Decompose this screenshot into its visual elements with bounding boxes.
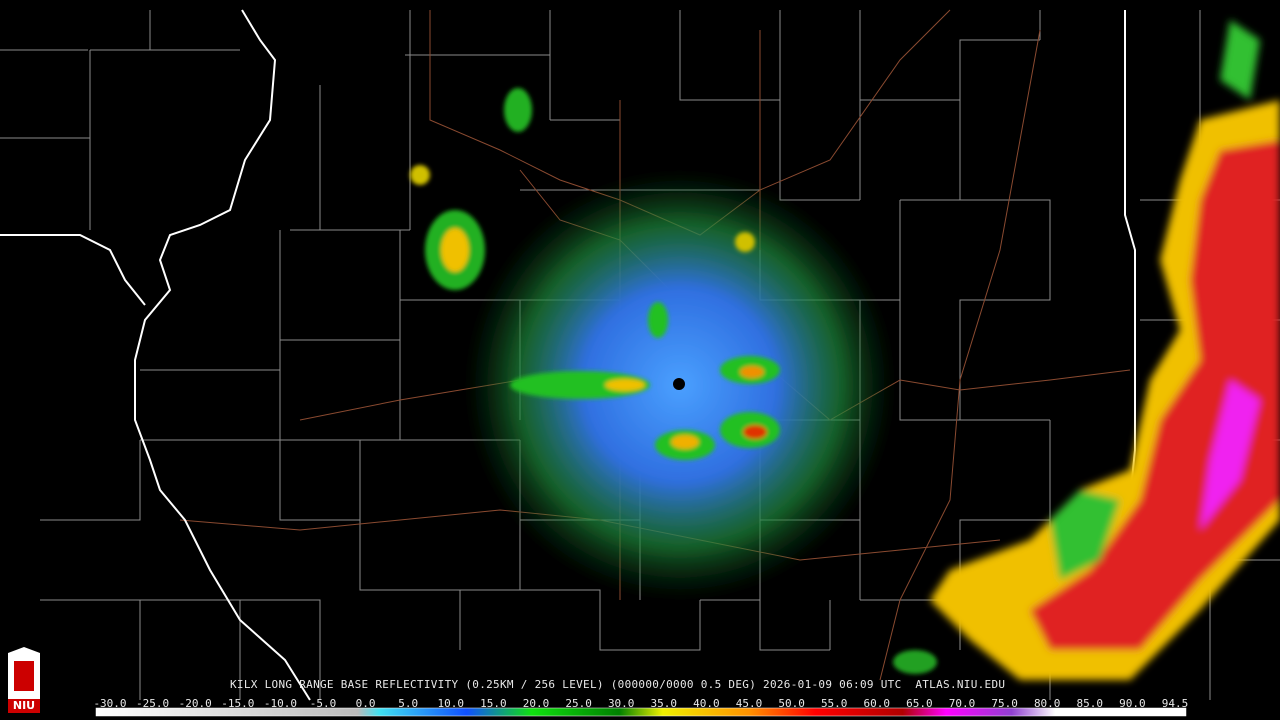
scale-label: 80.0 [1033, 697, 1061, 710]
scale-label: 90.0 [1119, 697, 1146, 710]
niu-logo: NIU [4, 647, 44, 713]
scale-label: 15.0 [480, 697, 507, 710]
scale-label: -25.0 [136, 697, 170, 710]
color-scale [95, 707, 1187, 717]
scale-label: 65.0 [906, 697, 933, 710]
radar-echoes [410, 20, 1280, 680]
scale-label: 40.0 [693, 697, 720, 710]
scale-label: 20.0 [522, 697, 550, 710]
scale-labels: -30.0 -25.0 -20.0 -15.0 -10.0 -5.0 0.0 5.0 10.0 1… [0, 697, 1280, 710]
caption: KILX LONG RANGE BASE REFLECTIVITY (0.25K… [230, 678, 1006, 691]
scale-label: 0.0 [355, 697, 376, 710]
logo-text: NIU [12, 699, 36, 712]
scale-label: 94.5 [1161, 697, 1189, 710]
scale-label: 85.0 [1076, 697, 1104, 710]
scale-label: 5.0 [398, 697, 419, 710]
logo-graphic [8, 647, 40, 713]
scale-label: 10.0 [437, 697, 465, 710]
scale-label: 35.0 [650, 697, 678, 710]
scale-label: 70.0 [948, 697, 976, 710]
scale-label: 30.0 [607, 697, 635, 710]
scale-label: -30.0 [93, 697, 127, 710]
scale-label: 25.0 [565, 697, 592, 710]
scale-label: 45.0 [735, 697, 763, 710]
scale-label: -5.0 [309, 697, 337, 710]
scale-label: 55.0 [820, 697, 848, 710]
scale-label: -10.0 [263, 697, 297, 710]
scale-label: -15.0 [221, 697, 255, 710]
scale-label: -20.0 [178, 697, 212, 710]
scale-label: 75.0 [991, 697, 1018, 710]
scale-label: 50.0 [778, 697, 805, 710]
scale-label: 60.0 [863, 697, 891, 710]
